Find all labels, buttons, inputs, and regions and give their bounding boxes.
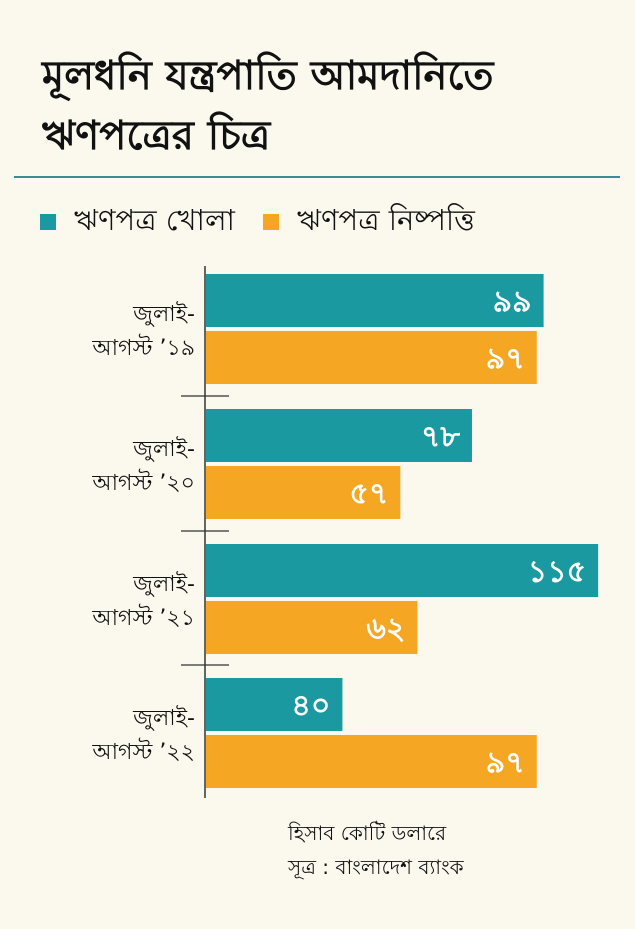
bar-open-4 [206,678,343,731]
legend-label-settled: ঋণপত্র নিষ্পত্তি [296,202,475,237]
title-line-1: মূলধনি যন্ত্রপাতি আমদানিতে [42,52,494,99]
bar-settled-2 [206,466,401,519]
category-label-1: জুলাই-আগস্ট ’১৯ [91,301,195,361]
legend-swatch-open [40,214,56,230]
legend-item-open: ঋণপত্র খোলা [40,198,235,247]
bar-settled-4 [206,735,537,788]
data-label-open-3: ১১৫ [528,555,586,590]
data-label-open-4: ৪০ [291,689,330,724]
unit-note: হিসাব কোটি ডলারে [288,821,447,845]
bar-open-1 [206,274,544,327]
bar-settled-1 [206,331,537,384]
source-note: সূত্র : বাংলাদেশ ব্যাংক [288,855,464,879]
data-label-settled-3: ৬২ [366,612,405,647]
data-label-open-1: ৯৯ [493,285,532,320]
category-label-4: জুলাই-আগস্ট ’২২ [91,705,195,765]
bar-open-3 [206,544,599,597]
legend-item-settled: ঋণপত্র নিষ্পত্তি [262,198,475,247]
data-label-settled-1: ৯৭ [486,342,525,377]
legend-swatch-settled [262,214,279,230]
bar-open-2 [206,409,472,462]
chart-title: মূলধনি যন্ত্রপাতি আমদানিতে ঋণপত্রের চিত্… [42,46,602,166]
chart-footnote: হিসাব কোটি ডলারে সূত্র : বাংলাদেশ ব্যাংক [288,816,464,884]
title-line-2: ঋণপত্রের চিত্র [42,112,271,159]
bar-settled-3 [206,601,418,654]
legend-label-open: ঋণপত্র খোলা [74,202,235,237]
category-label-2: জুলাই-আগস্ট ’২০ [91,436,195,496]
chart-legend: ঋণপত্র খোলা ঋণপত্র নিষ্পত্তি [40,200,503,244]
data-label-settled-4: ৯৭ [486,746,525,781]
data-label-settled-2: ৫৭ [349,477,388,512]
category-label-3: জুলাই-আগস্ট ’২১ [91,571,195,631]
data-label-open-2: ৭৮ [421,420,461,455]
title-divider [14,176,620,178]
